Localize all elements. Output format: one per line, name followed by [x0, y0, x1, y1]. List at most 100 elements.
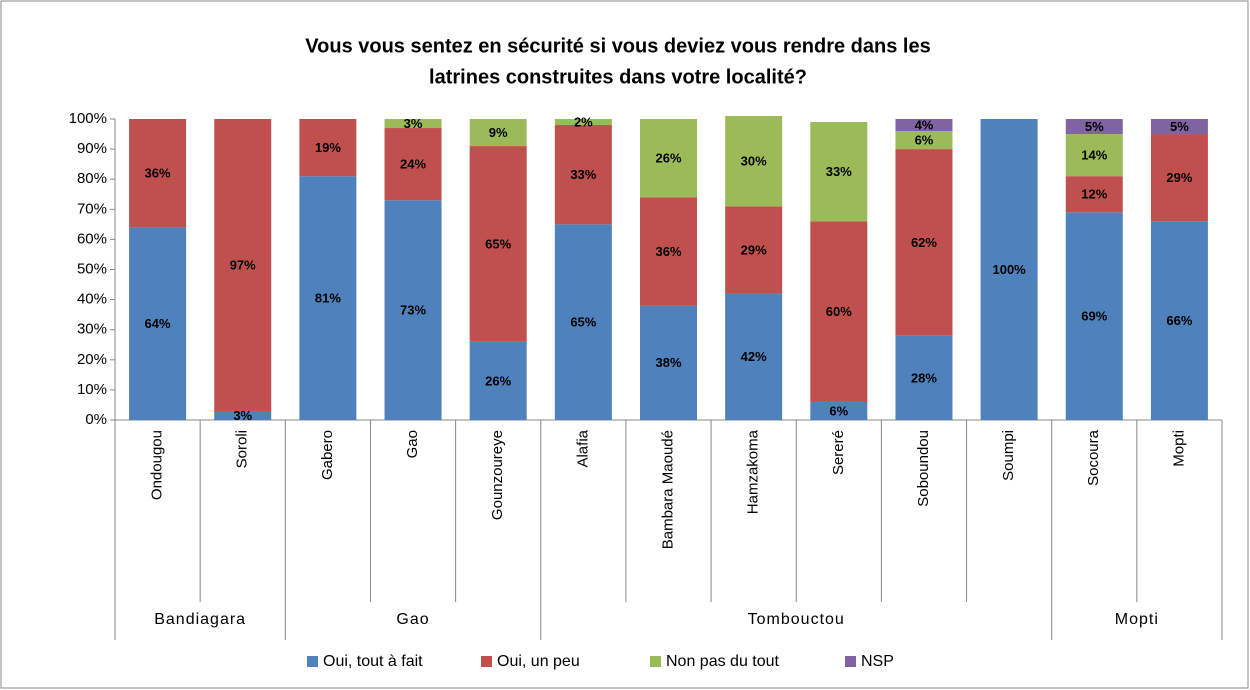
y-tick-label: 60% — [77, 230, 107, 247]
bar-segment — [129, 119, 187, 228]
bar-segment — [469, 119, 527, 147]
y-tick-label: 80% — [77, 170, 107, 187]
value-label: 3% — [404, 116, 423, 131]
value-label: 5% — [1170, 119, 1189, 134]
y-tick-label: 100% — [69, 110, 107, 127]
value-label: 29% — [1166, 170, 1192, 185]
bar-segment — [1150, 119, 1208, 135]
value-label: 97% — [230, 257, 256, 272]
bar-segment — [1065, 134, 1123, 177]
value-label: 3% — [233, 408, 252, 423]
value-label: 38% — [655, 355, 681, 370]
value-label: 60% — [826, 304, 852, 319]
chart-title: Vous vous sentez en sécurité si vous dev… — [305, 35, 930, 57]
value-label: 6% — [915, 133, 934, 148]
legend-swatch — [307, 656, 318, 667]
bar-segment — [554, 119, 612, 126]
x-tick-label: Soboundou — [915, 430, 932, 507]
x-tick-label: Soumpi — [1000, 430, 1017, 481]
value-label: 4% — [915, 117, 934, 132]
value-label: 19% — [315, 140, 341, 155]
group-label: Gao — [396, 611, 429, 628]
value-label: 26% — [655, 151, 681, 166]
group-label: Tombouctou — [748, 611, 845, 628]
bar-segment — [810, 401, 868, 420]
bar-segment — [1150, 134, 1208, 222]
legend-label: NSP — [861, 653, 894, 670]
bar-segment — [810, 221, 868, 402]
x-tick-label: Gounzoureye — [489, 430, 506, 520]
value-label: 28% — [911, 370, 937, 385]
legend-label: Oui, tout à fait — [323, 653, 423, 670]
y-tick-label: 20% — [77, 351, 107, 368]
value-label: 6% — [829, 403, 848, 418]
bar-segment — [895, 149, 953, 336]
bar-segment — [214, 410, 272, 420]
value-label: 66% — [1166, 313, 1192, 328]
y-tick-label: 30% — [77, 321, 107, 338]
value-label: 100% — [992, 262, 1026, 277]
x-tick-label: Bambara Maoudé — [659, 430, 676, 549]
y-tick-label: 10% — [77, 381, 107, 398]
bar-segment — [640, 119, 697, 198]
bar-segment — [725, 206, 783, 294]
bar-segment — [725, 293, 783, 420]
x-tick-label: Socoura — [1085, 429, 1102, 486]
value-label: 81% — [315, 291, 341, 306]
x-tick-label: Gao — [404, 430, 421, 458]
bar-segment — [214, 119, 272, 411]
value-label: 73% — [400, 303, 426, 318]
value-label: 2% — [574, 114, 593, 129]
bar-segment — [895, 119, 953, 132]
bar-segment — [895, 131, 953, 150]
bar-segment — [469, 146, 527, 342]
bar-segment — [1065, 176, 1123, 213]
bar-segment — [384, 119, 442, 129]
chart-title: latrines construites dans votre localité… — [429, 66, 807, 88]
value-label: 69% — [1081, 309, 1107, 324]
bar-segment — [554, 224, 612, 420]
legend-swatch — [845, 656, 856, 667]
value-label: 30% — [741, 154, 767, 169]
x-tick-label: Sereré — [830, 430, 847, 475]
legend-label: Non pas du tout — [666, 653, 780, 670]
bar-segment — [1065, 119, 1123, 135]
bar-segment — [299, 176, 357, 420]
bar-segment — [299, 119, 357, 177]
legend-label: Oui, un peu — [497, 653, 580, 670]
value-label: 5% — [1085, 119, 1104, 134]
bar-segment — [469, 341, 527, 420]
x-tick-label: Soroli — [234, 430, 251, 468]
bar-segment — [1150, 221, 1208, 420]
y-tick-label: 0% — [85, 411, 107, 428]
value-label: 33% — [826, 164, 852, 179]
value-label: 64% — [145, 316, 171, 331]
bar-segment — [554, 125, 612, 225]
bar-segment — [640, 197, 697, 306]
value-label: 42% — [741, 349, 767, 364]
bar-segment — [810, 122, 868, 222]
group-label: Bandiagara — [154, 611, 246, 628]
x-tick-label: Mopti — [1170, 430, 1187, 467]
y-tick-label: 40% — [77, 291, 107, 308]
value-label: 65% — [570, 315, 596, 330]
value-label: 36% — [145, 166, 171, 181]
y-tick-label: 50% — [77, 260, 107, 277]
value-label: 26% — [485, 373, 511, 388]
value-label: 24% — [400, 157, 426, 172]
value-label: 29% — [741, 242, 767, 257]
bar-segment — [640, 305, 697, 420]
value-label: 12% — [1081, 187, 1107, 202]
bar-segment — [1065, 212, 1123, 420]
group-label: Mopti — [1115, 611, 1159, 628]
x-tick-label: Ondougou — [149, 430, 166, 500]
bar-segment — [725, 115, 783, 207]
bar-segment — [980, 119, 1038, 420]
value-label: 9% — [489, 125, 508, 140]
bar-segment — [129, 227, 187, 420]
bar-segment — [895, 335, 953, 420]
x-tick-label: Hamzakoma — [745, 429, 762, 514]
y-tick-label: 90% — [77, 140, 107, 157]
